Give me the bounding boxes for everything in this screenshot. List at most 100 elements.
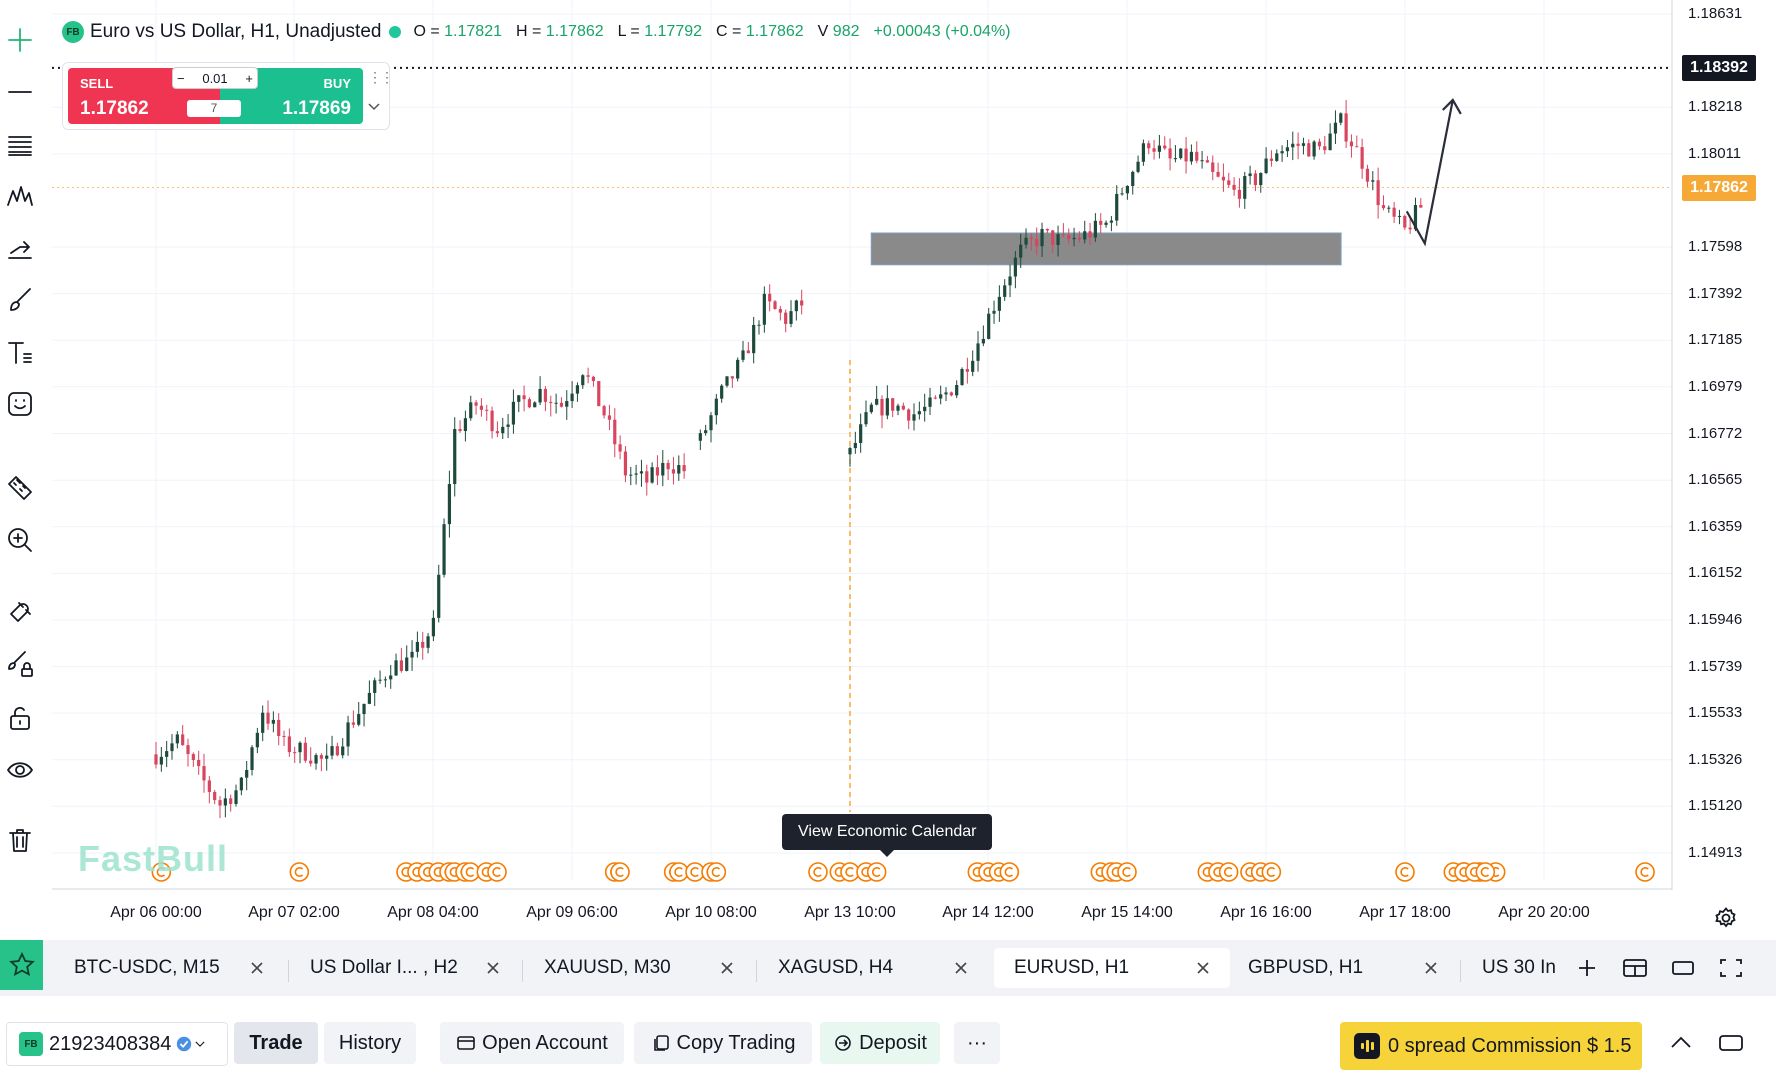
chevron-up-icon[interactable] [1668, 1032, 1694, 1054]
fastbull-watermark: FastBull [78, 838, 229, 879]
candle-body [1312, 141, 1316, 157]
candle-body [794, 300, 798, 312]
price-tick: 1.15533 [1688, 704, 1743, 722]
event-circle [610, 862, 630, 882]
deposit-button[interactable]: Deposit [820, 1022, 940, 1064]
tab-gbpusd-h1[interactable]: GBPUSD, H1 [1228, 948, 1458, 988]
tab-btc-usdc-m15[interactable]: BTC-USDC, M15 [54, 948, 284, 988]
lot-minus-button[interactable]: − [177, 70, 185, 86]
tab-eurusd-h1[interactable]: EURUSD, H1 [994, 948, 1230, 988]
candle-body [981, 338, 985, 344]
economic-event-marker[interactable] [151, 862, 172, 882]
candle-body [538, 388, 542, 403]
text-icon[interactable] [2, 334, 38, 370]
candle [736, 357, 740, 382]
price-chart[interactable] [52, 0, 1674, 935]
candle [864, 400, 868, 427]
trash-icon[interactable] [2, 822, 38, 858]
economic-event-marker[interactable] [1117, 862, 1137, 882]
tab-xauusd-m30[interactable]: XAUUSD, M30 [524, 948, 754, 988]
star-icon[interactable] [0, 940, 43, 990]
economic-event-marker[interactable] [1218, 862, 1239, 882]
candle-body [474, 402, 478, 406]
economic-event-marker[interactable] [669, 862, 689, 882]
copy-trading-button[interactable]: Copy Trading [634, 1022, 812, 1064]
candle-body [677, 465, 681, 474]
tab-trade[interactable]: Trade [234, 1022, 318, 1064]
tab-history[interactable]: History [324, 1022, 416, 1064]
chart-area[interactable] [52, 0, 1674, 935]
open-account-button[interactable]: Open Account [440, 1022, 624, 1064]
close-icon[interactable] [1194, 959, 1212, 977]
gear-icon[interactable] [1714, 906, 1738, 930]
economic-event-marker[interactable] [706, 862, 727, 882]
fullscreen-icon[interactable] [1718, 957, 1744, 979]
economic-event-marker[interactable] [1635, 862, 1655, 882]
economic-event-marker[interactable] [999, 862, 1020, 882]
tab-xagusd-h4[interactable]: XAGUSD, H4 [758, 948, 988, 988]
close-icon[interactable] [1422, 959, 1440, 977]
close-icon[interactable] [952, 959, 970, 977]
candle-body [479, 405, 484, 410]
plus-icon[interactable] [2, 22, 38, 58]
lot-plus-button[interactable]: + [245, 70, 253, 86]
candle [474, 400, 478, 415]
eye-icon[interactable] [2, 752, 38, 788]
close-icon[interactable] [718, 959, 736, 977]
panel-icon[interactable] [1718, 1032, 1744, 1054]
price-axis[interactable]: 1.18631 1.18218 1.18011 1.17598 1.17392 1.171… [1672, 0, 1776, 900]
support-zone [870, 232, 1342, 266]
ruler-icon[interactable] [2, 470, 38, 506]
magnet-icon[interactable] [2, 594, 38, 630]
economic-event-marker[interactable] [289, 862, 310, 882]
emoji-icon[interactable] [2, 386, 38, 422]
close-icon[interactable] [248, 959, 266, 977]
lock-drawing-icon[interactable] [2, 646, 38, 682]
candle-body [378, 679, 382, 681]
lot-input[interactable]: 0.01 [202, 70, 228, 86]
deposit-icon [835, 1035, 851, 1051]
economic-event-marker[interactable] [685, 862, 705, 882]
zoom-in-icon[interactable] [2, 522, 38, 558]
candle-body [1045, 228, 1049, 231]
candle [613, 408, 617, 458]
symbol-title[interactable]: Euro vs US Dollar, H1, Unadjusted [90, 21, 382, 42]
economic-event-marker[interactable] [1475, 862, 1496, 882]
candle-body [175, 734, 179, 744]
ohlc-low: L = 1.17792 [617, 23, 703, 40]
brush-icon[interactable] [2, 282, 38, 318]
drag-handle-icon[interactable]: ⋮⋮ [368, 69, 394, 85]
window-icon[interactable] [1670, 957, 1696, 979]
economic-event-marker[interactable] [610, 862, 630, 882]
horizontal-line-icon[interactable] [2, 74, 38, 110]
economic-event-marker[interactable] [808, 862, 828, 882]
tab-us-30-in[interactable]: US 30 In [1462, 948, 1566, 988]
unlock-icon[interactable] [2, 700, 38, 736]
candle-body [1232, 184, 1236, 190]
candle-body [623, 451, 628, 476]
add-tab-icon[interactable] [1574, 957, 1600, 979]
chevron-down-icon[interactable] [367, 99, 381, 113]
more-button[interactable]: ··· [954, 1022, 1000, 1064]
economic-event-marker[interactable] [1261, 862, 1282, 882]
fib-lines-icon[interactable] [2, 126, 38, 162]
close-icon[interactable] [484, 959, 502, 977]
candle-body [1275, 153, 1279, 161]
trend-arrow-icon[interactable] [2, 230, 38, 266]
candle-body [885, 398, 889, 416]
layout-icon[interactable] [1622, 957, 1648, 979]
economic-calendar-tooltip[interactable]: View Economic Calendar [782, 814, 993, 857]
tab-us-dollar-i-h2[interactable]: US Dollar I... , H2 [290, 948, 520, 988]
candle [463, 410, 468, 442]
candle-body [645, 471, 649, 483]
buy-button[interactable]: BUY 1.17869 [220, 68, 363, 124]
account-selector[interactable]: FB 21923408384 [6, 1022, 228, 1066]
economic-event-marker[interactable] [866, 862, 887, 882]
candle [1008, 264, 1012, 298]
pattern-icon[interactable] [2, 178, 38, 214]
economic-event-marker[interactable] [1395, 862, 1415, 882]
candle [511, 389, 516, 434]
economic-event-marker[interactable] [487, 862, 507, 882]
time-axis[interactable]: Apr 06 00:00 Apr 07 02:00 Apr 08 04:00 Apr … [52, 898, 1672, 928]
promo-banner[interactable]: 0 spread Commission $ 1.5 [1340, 1022, 1642, 1070]
